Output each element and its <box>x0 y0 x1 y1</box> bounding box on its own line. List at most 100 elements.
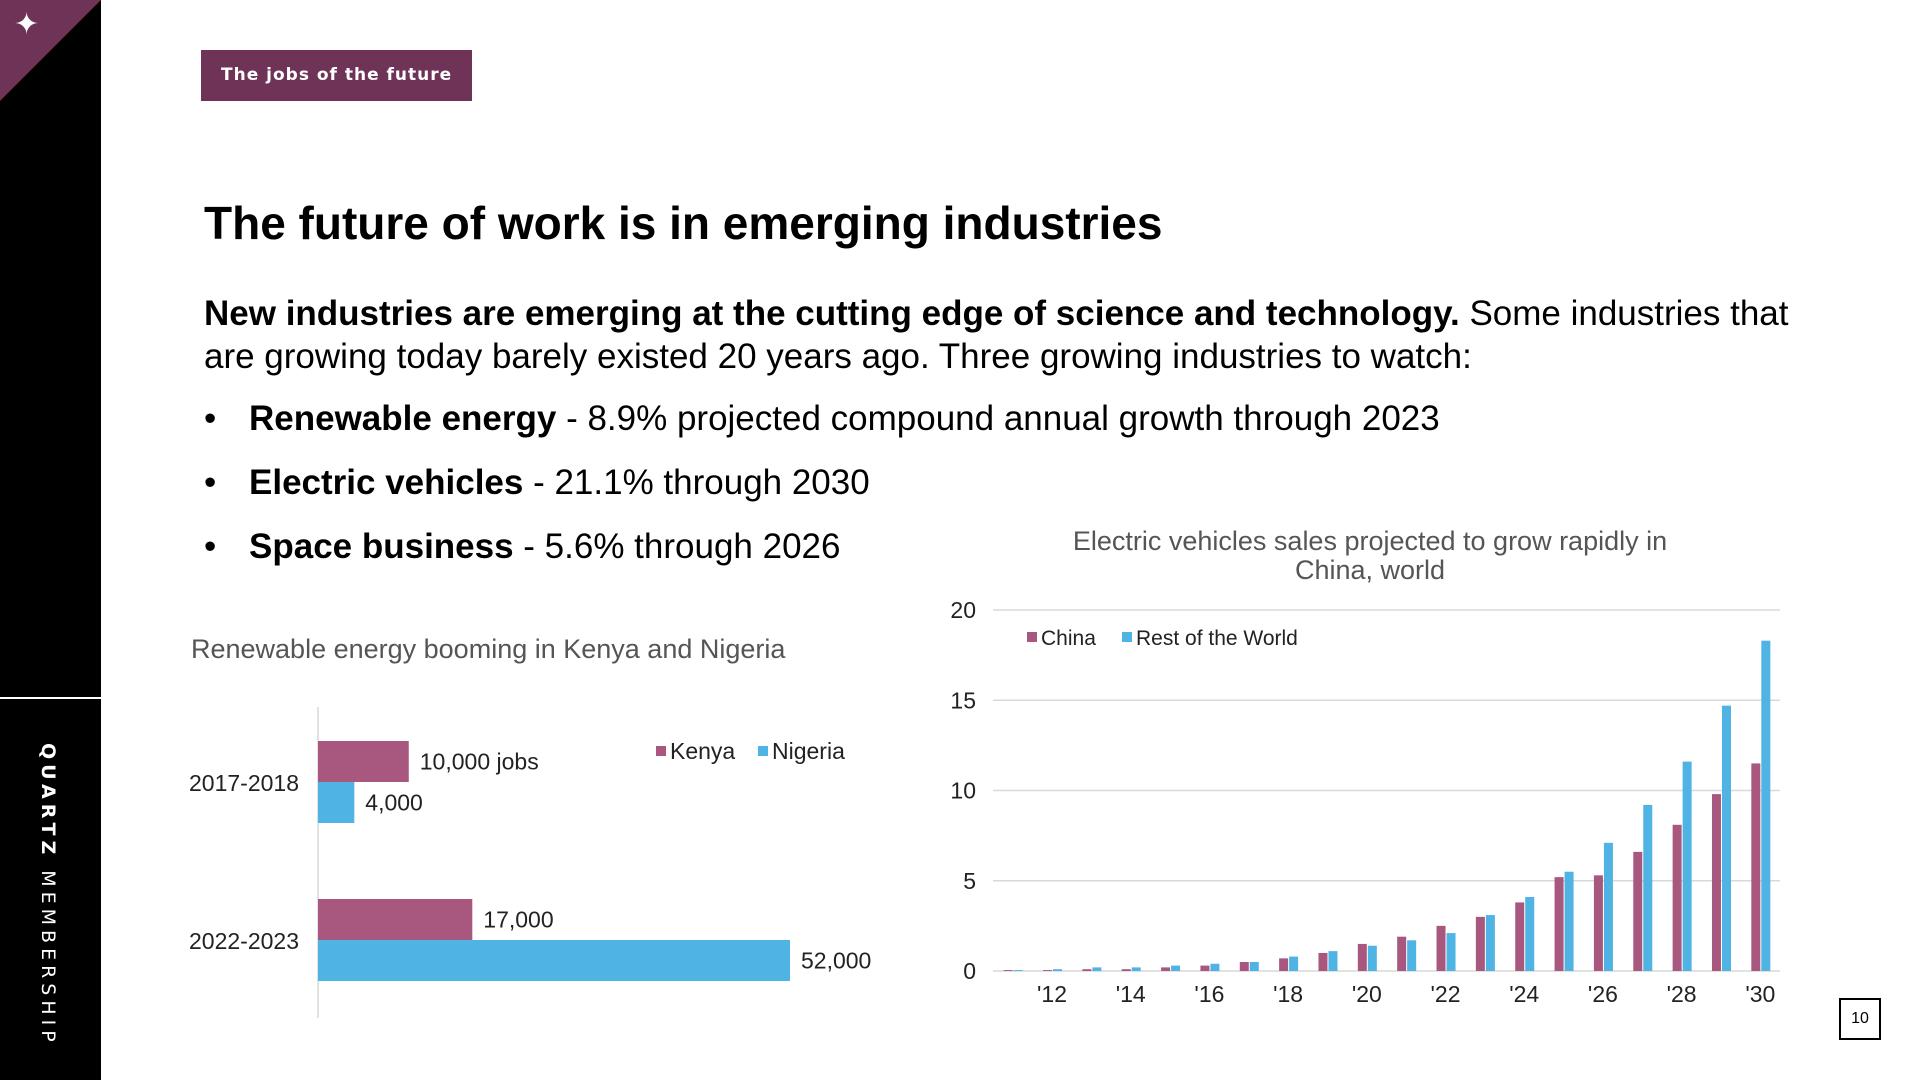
list-item-text: - 8.9% projected compound annual growth … <box>556 399 1440 438</box>
bar-china <box>1279 958 1289 971</box>
bar-china <box>1357 943 1367 971</box>
sidebar: ✦ QUARTZ MEMBERSHIP <box>0 0 101 1080</box>
brand-bold: QUARTZ <box>37 743 59 860</box>
legend-label: Nigeria <box>772 738 845 764</box>
bar-rest-of-world <box>1525 896 1535 971</box>
legend-swatch <box>656 746 666 756</box>
bar-rest-of-world <box>1131 967 1141 971</box>
bar-china <box>1672 824 1682 971</box>
corner-accent <box>0 0 101 101</box>
bar-rest-of-world <box>1643 804 1653 971</box>
bar-rest-of-world <box>1210 963 1220 971</box>
x-tick-label: '20 <box>1352 981 1382 1007</box>
list-item-text: - 21.1% through 2030 <box>523 463 870 502</box>
bar-china <box>1751 763 1761 971</box>
ev-chart-title: Electric vehicles sales projected to gro… <box>1072 526 1668 585</box>
bar-china <box>1043 970 1053 971</box>
bar-rest-of-world <box>1367 945 1377 971</box>
bar-china <box>1436 925 1446 971</box>
category-label: 2017-2018 <box>189 770 299 796</box>
x-tick-label: '16 <box>1194 981 1224 1007</box>
bullet-icon: • <box>204 463 217 502</box>
bar-china <box>1633 851 1643 971</box>
bar-rest-of-world <box>1682 761 1692 971</box>
bar-china <box>1711 794 1721 971</box>
y-tick-label: 15 <box>950 687 976 713</box>
brand-label: QUARTZ MEMBERSHIP <box>37 743 59 1047</box>
section-tag: The jobs of the future <box>201 50 473 101</box>
x-tick-label: '26 <box>1588 981 1618 1007</box>
bar-china <box>1475 916 1485 971</box>
page-number: 10 <box>1839 998 1881 1040</box>
bar-rest-of-world <box>1603 842 1613 971</box>
bar-nigeria <box>318 940 790 981</box>
bar-china <box>1515 902 1525 971</box>
x-tick-label: '24 <box>1509 981 1539 1007</box>
bullet-icon: • <box>204 527 217 566</box>
x-tick-label: '22 <box>1431 981 1461 1007</box>
data-label: 17,000 <box>483 907 553 933</box>
data-label: 10,000 jobs <box>420 749 539 775</box>
bar-rest-of-world <box>1721 705 1731 971</box>
y-tick-label: 20 <box>950 597 976 623</box>
y-tick-label: 10 <box>950 778 976 804</box>
data-label: 52,000 <box>801 948 871 974</box>
legend-label: Rest of the World <box>1136 627 1298 650</box>
legend-swatch <box>758 746 768 756</box>
intro-rest: Some industries that are growing today b… <box>204 294 1789 376</box>
bar-rest-of-world <box>1328 951 1338 971</box>
y-tick-label: 5 <box>963 868 976 894</box>
bar-rest-of-world <box>1013 970 1023 971</box>
bar-china <box>1121 969 1131 971</box>
industry-list: • Renewable energy - 8.9% projected compo… <box>204 395 1440 587</box>
brand-light: MEMBERSHIP <box>37 870 59 1047</box>
sidebar-divider <box>0 697 101 699</box>
bar-china <box>1200 965 1210 971</box>
renewable-chart-title: Renewable energy booming in Kenya and Ni… <box>191 634 786 664</box>
list-item: • Electric vehicles - 21.1% through 2030 <box>204 459 1440 523</box>
bar-kenya <box>318 899 473 940</box>
bar-rest-of-world <box>1289 956 1299 971</box>
bar-rest-of-world <box>1761 640 1771 971</box>
intro-paragraph: New industries are emerging at the cutti… <box>204 292 1804 378</box>
legend-swatch <box>1027 632 1037 642</box>
bar-rest-of-world <box>1446 933 1456 971</box>
bar-china <box>1239 961 1249 971</box>
bar-rest-of-world <box>1564 871 1574 971</box>
list-item-bold: Electric vehicles <box>249 463 524 502</box>
y-tick-label: 0 <box>963 958 976 984</box>
x-tick-label: '28 <box>1667 981 1697 1007</box>
bar-nigeria <box>318 782 355 823</box>
bar-rest-of-world <box>1053 969 1063 971</box>
x-tick-label: '14 <box>1116 981 1146 1007</box>
bar-china <box>1554 877 1564 971</box>
bar-rest-of-world <box>1171 965 1181 971</box>
bar-kenya <box>318 741 409 782</box>
bar-china <box>1082 969 1092 971</box>
bullet-icon: • <box>204 399 217 438</box>
x-tick-label: '30 <box>1745 981 1775 1007</box>
bar-china <box>1318 952 1328 971</box>
bar-rest-of-world <box>1485 915 1495 971</box>
list-item-text: - 5.6% through 2026 <box>513 527 841 566</box>
bar-china <box>1161 967 1171 971</box>
list-item-bold: Space business <box>249 527 514 566</box>
data-label: 4,000 <box>365 790 423 816</box>
bar-china <box>1397 936 1407 971</box>
bar-rest-of-world <box>1092 967 1102 971</box>
bar-china <box>1003 970 1013 971</box>
bar-rest-of-world <box>1249 961 1259 971</box>
legend-swatch <box>1122 632 1132 642</box>
list-item: • Space business - 5.6% through 2026 <box>204 523 1440 587</box>
category-label: 2022-2023 <box>189 928 299 954</box>
page-title: The future of work is in emerging indust… <box>204 197 1163 249</box>
bar-rest-of-world <box>1407 940 1417 971</box>
list-item-bold: Renewable energy <box>249 399 557 438</box>
legend-label: Kenya <box>670 738 735 764</box>
x-tick-label: '12 <box>1037 981 1067 1007</box>
sparkle-icon: ✦ <box>14 7 40 42</box>
bar-china <box>1593 875 1603 971</box>
intro-bold: New industries are emerging at the cutti… <box>204 294 1460 333</box>
